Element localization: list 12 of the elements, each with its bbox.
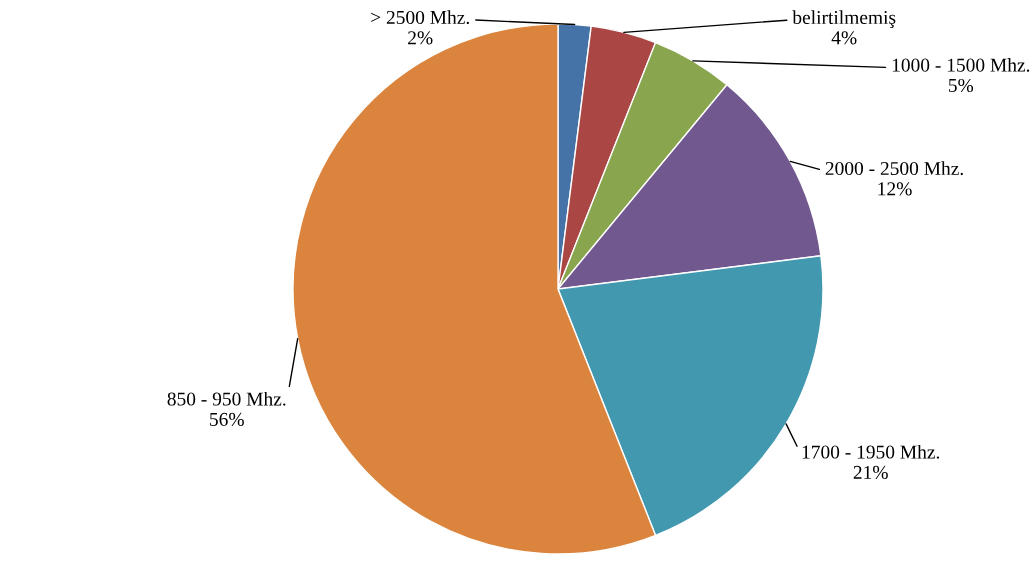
data-label: 5%	[948, 78, 974, 93]
data-label: 21%	[853, 465, 888, 479]
slice-label: 850 - 950 Mhz.	[167, 391, 286, 406]
slice-label: > 2500 Mhz.	[371, 10, 469, 25]
slice-label: belirtilmemiş	[792, 10, 896, 28]
slice-label: 1700 - 1950 Mhz.	[802, 444, 940, 459]
data-label: 56%	[210, 412, 244, 426]
slice-label: 1000 - 1500 Mhz.	[892, 58, 1030, 72]
data-label: 12%	[878, 182, 912, 196]
data-label: 4%	[831, 31, 857, 45]
data-label: 2%	[408, 31, 433, 45]
slice-label: 2000 - 2500 Mhz.	[825, 161, 963, 176]
